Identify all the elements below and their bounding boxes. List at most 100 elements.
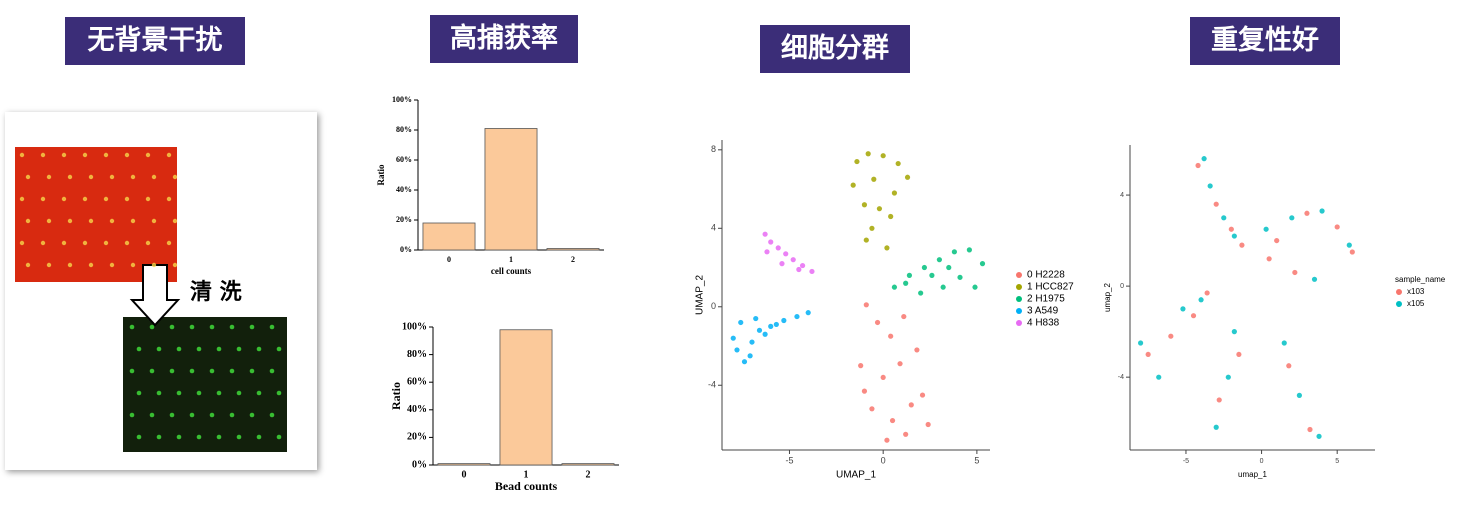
point: [1239, 242, 1245, 248]
point: [918, 290, 924, 296]
point: [773, 321, 779, 328]
point: [865, 151, 871, 157]
bar: [437, 463, 491, 466]
point: [891, 284, 898, 290]
green-dot: [236, 390, 242, 396]
red-dot: [88, 262, 94, 268]
point: [880, 153, 886, 159]
bar: [546, 248, 600, 251]
green-dot: [249, 324, 255, 330]
point: [1281, 340, 1287, 346]
green-dot: [236, 434, 242, 440]
point: [869, 406, 875, 412]
green-dot: [256, 390, 262, 396]
red-dot: [151, 218, 157, 224]
point: [1286, 363, 1292, 369]
green-dot: [209, 324, 215, 330]
y-tick-label: 60%: [407, 376, 427, 387]
y-tick-label: 80%: [396, 125, 412, 134]
point: [1213, 424, 1219, 430]
point: [775, 245, 781, 251]
y-axis-label: umap_2: [1103, 283, 1112, 312]
green-dot: [196, 434, 202, 440]
point: [781, 317, 787, 324]
red-dot: [151, 174, 157, 180]
red-dot: [124, 196, 130, 202]
point: [1221, 215, 1227, 221]
point: [858, 363, 864, 369]
x-tick-label: 0: [1260, 458, 1264, 465]
point: [850, 182, 856, 188]
point: [756, 327, 763, 333]
point: [869, 225, 875, 231]
point: [972, 284, 978, 290]
green-dot: [149, 324, 155, 330]
green-dot: [189, 412, 195, 418]
green-dot: [169, 324, 175, 330]
red-dot: [40, 152, 46, 158]
red-dot: [172, 218, 178, 224]
red-dot: [25, 262, 31, 268]
legend-swatch: [1016, 272, 1022, 278]
x-tick-label: 5: [974, 455, 979, 465]
point: [1236, 351, 1242, 358]
point: [1349, 249, 1355, 255]
point: [749, 339, 755, 345]
red-dot: [145, 152, 151, 158]
green-dot: [136, 434, 142, 440]
green-dot: [276, 390, 282, 396]
point: [904, 174, 911, 180]
x-tick-label: 0: [447, 255, 451, 264]
umap-chart: -5 0 5 -4 0 4 umap_1 umap_2 sample_name x103 x105: [1103, 145, 1446, 479]
red-dot: [109, 262, 115, 268]
red-dot: [82, 196, 88, 202]
y-tick-label: 100%: [402, 321, 427, 332]
point: [768, 323, 774, 329]
point: [768, 239, 774, 245]
green-dot: [189, 324, 195, 330]
wash-label: 清 洗: [190, 279, 242, 305]
green-dot: [156, 390, 162, 396]
y-tick-label: 0: [1120, 283, 1124, 290]
red-dot: [46, 262, 52, 268]
point: [794, 313, 800, 320]
point: [861, 388, 868, 394]
legend-swatch: [1396, 301, 1402, 307]
green-dot: [269, 412, 275, 418]
point: [734, 347, 740, 353]
point: [1304, 210, 1310, 216]
point: [799, 262, 806, 269]
y-tick-label: 100%: [392, 95, 412, 104]
point: [957, 274, 963, 280]
green-dot: [256, 346, 262, 352]
legend-swatch: [1016, 320, 1022, 326]
point: [1225, 374, 1231, 380]
point: [1168, 333, 1174, 339]
point: [1319, 208, 1325, 214]
red-dot: [109, 174, 115, 180]
point: [1316, 433, 1322, 439]
point: [874, 319, 881, 326]
green-dot: [136, 346, 142, 352]
point: [921, 264, 928, 271]
bar: [484, 128, 538, 251]
point: [1195, 162, 1201, 169]
red-dot: [124, 152, 130, 158]
legend-swatch: [1016, 296, 1022, 302]
panel-title: 重复性好: [1190, 17, 1340, 65]
x-axis-label: umap_1: [1238, 470, 1267, 479]
point: [1137, 340, 1144, 346]
point: [1311, 276, 1318, 282]
red-dot: [109, 218, 115, 224]
point: [741, 359, 748, 365]
green-dot: [176, 434, 182, 440]
point: [796, 266, 802, 273]
point: [914, 347, 920, 353]
y-tick-label: -4: [1118, 374, 1124, 381]
green-dot: [149, 412, 155, 418]
red-dot: [40, 196, 46, 202]
green-dot: [129, 324, 135, 330]
point: [925, 421, 931, 428]
point: [906, 272, 913, 278]
green-dot: [129, 368, 135, 374]
